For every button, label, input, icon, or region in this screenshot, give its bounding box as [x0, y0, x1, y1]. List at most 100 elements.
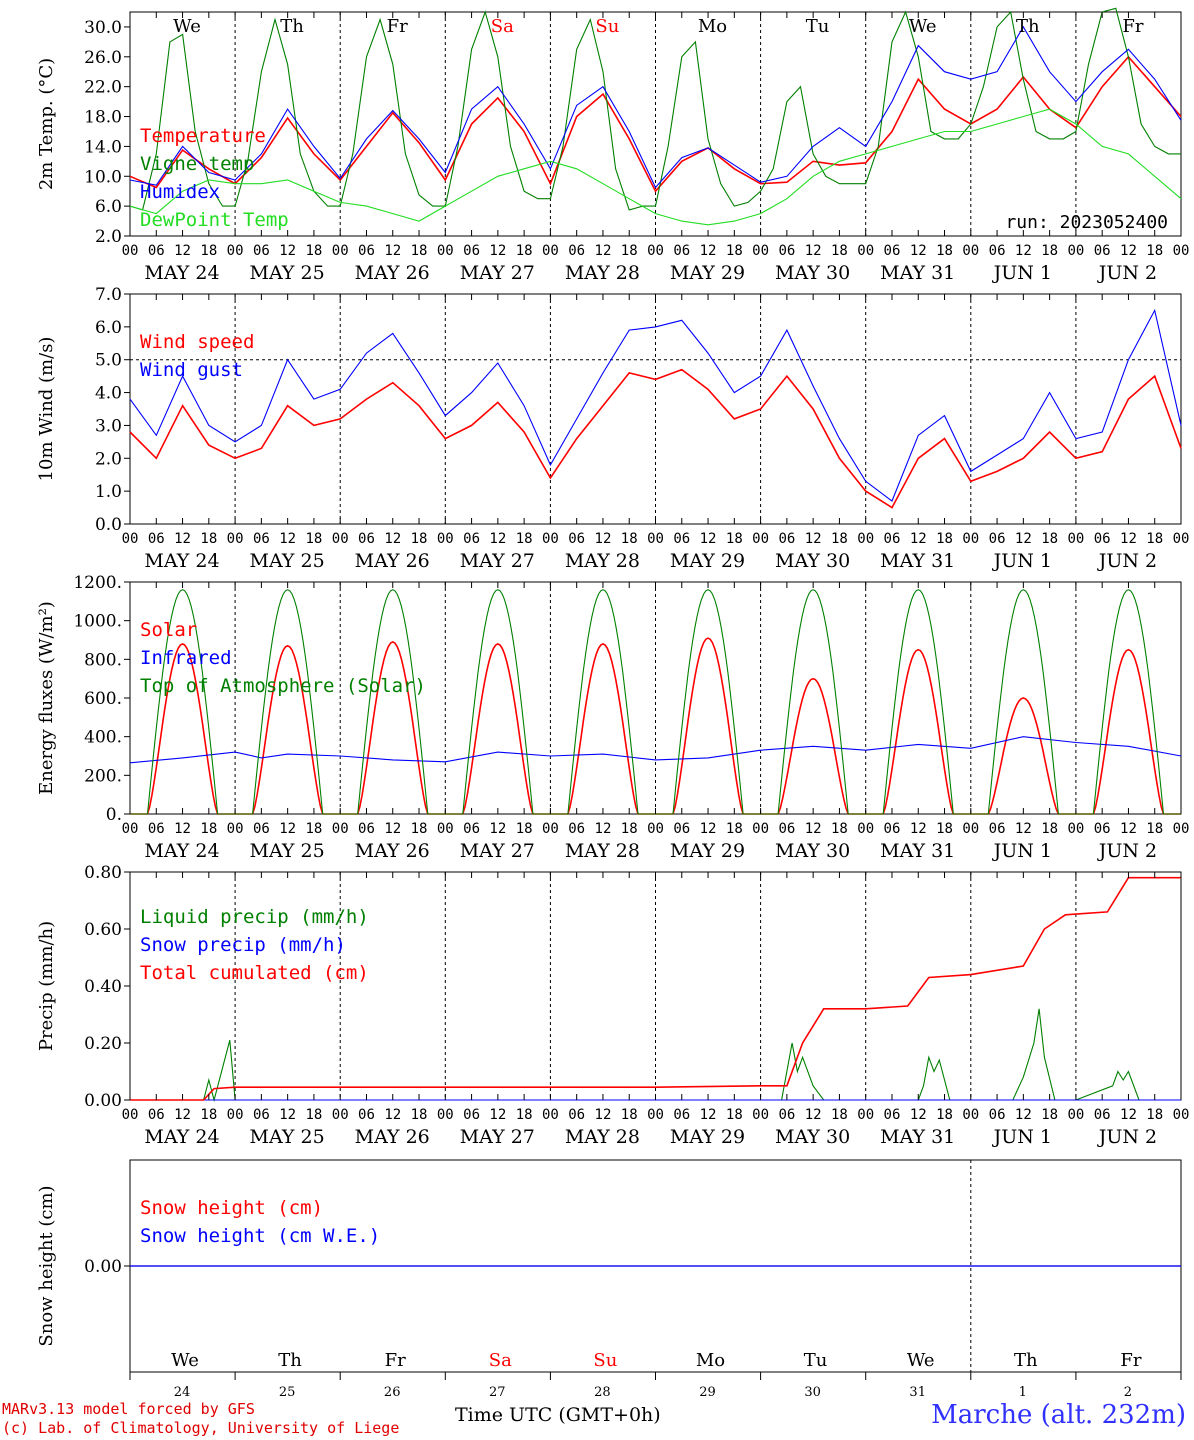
- x-hour-label: 06: [1094, 531, 1111, 547]
- x-hour-label: 06: [778, 531, 795, 547]
- x-hour-label: 00: [1173, 821, 1190, 837]
- x-hour-label: 18: [411, 243, 428, 259]
- x-hour-label: 06: [989, 1107, 1006, 1123]
- x-date-label: MAY 30: [775, 1126, 850, 1148]
- legend-entry: Vigne temp: [140, 153, 254, 175]
- x-hour-label: 06: [673, 531, 690, 547]
- day-number-label: 26: [384, 1385, 401, 1400]
- x-hour-label: 06: [253, 1107, 270, 1123]
- x-date-label: MAY 31: [880, 840, 955, 862]
- x-hour-label: 12: [1015, 1107, 1032, 1123]
- legend-entry: Snow precip (mm/h): [140, 934, 346, 956]
- x-hour-label: 18: [831, 243, 848, 259]
- x-hour-label: 18: [936, 531, 953, 547]
- x-hour-label: 06: [463, 1107, 480, 1123]
- x-hour-label: 12: [805, 821, 822, 837]
- day-number-label: 28: [594, 1385, 611, 1400]
- series-line: [129, 7, 1181, 211]
- legend-entry: Infrared: [140, 647, 232, 669]
- y-tick-label: 0.: [106, 805, 122, 825]
- x-hour-label: 18: [1146, 531, 1163, 547]
- day-number-label: 24: [174, 1385, 191, 1400]
- x-hour-label: 12: [489, 531, 506, 547]
- x-date-label: MAY 29: [670, 840, 745, 862]
- day-number-label: 2: [1124, 1385, 1132, 1400]
- x-hour-label: 12: [1015, 821, 1032, 837]
- x-hour-label: 18: [200, 531, 217, 547]
- y-tick-label: 1000.: [73, 612, 122, 632]
- x-hour-label: 12: [489, 1107, 506, 1123]
- x-hour-label: 00: [962, 243, 979, 259]
- x-hour-label: 06: [253, 821, 270, 837]
- x-hour-label: 12: [700, 1107, 717, 1123]
- x-hour-label: 00: [857, 243, 874, 259]
- x-hour-label: 18: [726, 243, 743, 259]
- y-tick-label: 18.0: [84, 108, 122, 128]
- series-line: [130, 876, 1181, 1101]
- panel-1: [124, 7, 1182, 237]
- day-number-label: 30: [804, 1385, 821, 1400]
- x-hour-label: 18: [200, 243, 217, 259]
- x-hour-label: 18: [936, 821, 953, 837]
- x-hour-label: 06: [358, 531, 375, 547]
- x-date-label: MAY 25: [250, 1126, 325, 1148]
- weekday-label: We: [171, 1350, 199, 1371]
- x-hour-label: 18: [831, 821, 848, 837]
- y-tick-label: 1200.: [73, 573, 122, 593]
- legend-entry: Wind gust: [140, 359, 243, 381]
- x-hour-label: 06: [778, 243, 795, 259]
- x-hour-label: 00: [647, 243, 664, 259]
- x-hour-label: 06: [1094, 821, 1111, 837]
- y-axis-title: Precip (mm/h): [36, 921, 57, 1051]
- x-hour-label: 00: [857, 531, 874, 547]
- x-hour-label: 12: [1120, 821, 1137, 837]
- x-date-label: JUN 1: [992, 840, 1052, 862]
- x-hour-label: 06: [989, 243, 1006, 259]
- x-date-label: MAY 28: [565, 840, 640, 862]
- x-hour-label: 06: [884, 531, 901, 547]
- plot-frame: [129, 11, 1182, 237]
- panel-2: [124, 293, 1182, 525]
- station-name: Marche (alt. 232m): [931, 1400, 1186, 1430]
- y-tick-label: 200.: [84, 766, 122, 786]
- x-hour-label: 12: [174, 531, 191, 547]
- x-hour-label: 18: [1146, 243, 1163, 259]
- x-hour-label: 00: [1067, 531, 1084, 547]
- x-date-label: MAY 27: [460, 1126, 535, 1148]
- day-number-label: 1: [1019, 1385, 1027, 1400]
- y-tick-label: 0.0: [95, 515, 122, 535]
- x-hour-label: 00: [1067, 1107, 1084, 1123]
- series-line: [129, 308, 1182, 502]
- y-tick-label: 0.00: [84, 1091, 122, 1111]
- x-hour-label: 12: [279, 243, 296, 259]
- x-hour-label: 06: [463, 821, 480, 837]
- weekday-label: Th: [278, 1350, 302, 1371]
- x-hour-label: 00: [227, 1107, 244, 1123]
- x-hour-label: 18: [200, 1107, 217, 1123]
- x-hour-label: 06: [358, 243, 375, 259]
- x-hour-label: 18: [305, 821, 322, 837]
- day-number-label: 27: [489, 1385, 506, 1400]
- legend-entry: Temperature: [140, 125, 266, 147]
- x-hour-label: 06: [568, 1107, 585, 1123]
- weekday-label: Th: [1014, 1350, 1038, 1371]
- x-hour-label: 18: [516, 531, 533, 547]
- y-axis-title: Snow height (cm): [36, 1185, 57, 1346]
- lab-credit: (c) Lab. of Climatology, University of L…: [2, 1419, 400, 1437]
- x-hour-label: 06: [148, 821, 165, 837]
- legend-entry: DewPoint Temp: [140, 209, 289, 231]
- x-axis-title: Time UTC (GMT+0h): [455, 1404, 661, 1426]
- x-hour-label: 18: [305, 1107, 322, 1123]
- x-hour-label: 18: [831, 531, 848, 547]
- x-hour-label: 12: [1015, 243, 1032, 259]
- x-hour-label: 00: [227, 243, 244, 259]
- x-hour-label: 00: [332, 243, 349, 259]
- x-hour-label: 18: [936, 243, 953, 259]
- x-hour-label: 12: [384, 1107, 401, 1123]
- x-hour-label: 12: [279, 531, 296, 547]
- x-hour-label: 18: [726, 1107, 743, 1123]
- series-line: [129, 108, 1182, 226]
- x-hour-label: 12: [910, 531, 927, 547]
- x-hour-label: 18: [1041, 1107, 1058, 1123]
